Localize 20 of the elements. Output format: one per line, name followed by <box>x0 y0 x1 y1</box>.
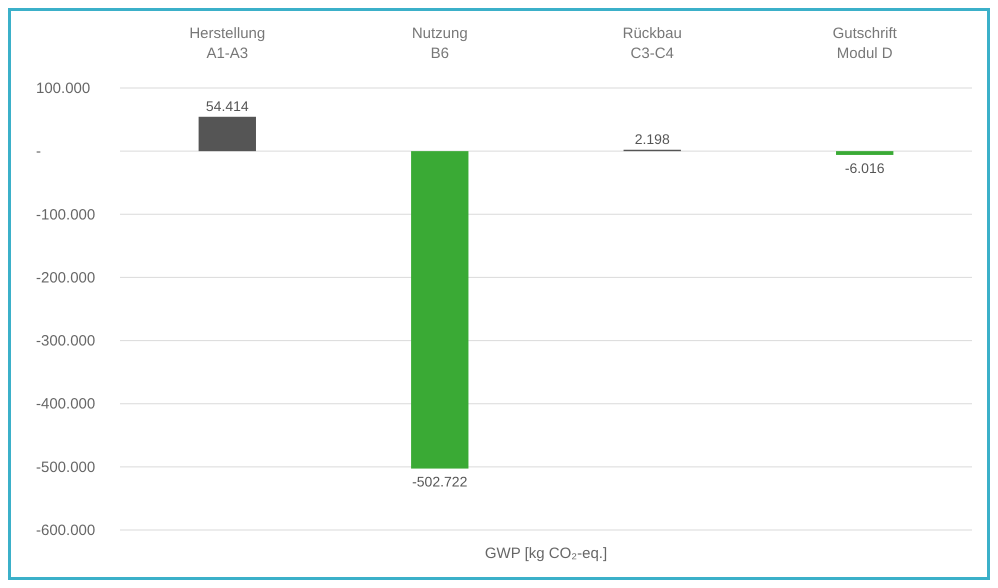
y-tick-label: -400.000 <box>36 396 96 413</box>
data-label: 54.414 <box>206 98 249 114</box>
y-tick-label: - <box>36 143 41 160</box>
y-tick-label: -500.000 <box>36 458 96 476</box>
y-tick-label: -100.000 <box>36 206 96 224</box>
bar <box>836 151 894 155</box>
bar <box>411 151 468 469</box>
y-tick-label: -300.000 <box>36 332 96 350</box>
data-label: -6.016 <box>844 160 885 176</box>
data-label: -502.722 <box>412 474 468 490</box>
y-tick-label: -600.000 <box>36 522 96 539</box>
x-tick-label: Nutzung B6 <box>412 25 468 62</box>
x-tick-label: Herstellung A1-A3 <box>189 25 266 62</box>
x-tick-label: Rückbau C3-C4 <box>622 25 682 62</box>
y-tick-label: -200.000 <box>36 269 96 286</box>
data-label: 2.198 <box>634 130 670 147</box>
x-axis-title: GWP [kg CO₂-eq.] <box>484 545 608 562</box>
y-tick-label: 100.000 <box>36 80 90 97</box>
x-tick-label: Gutschrift Modul D <box>832 25 898 62</box>
bar <box>198 116 256 152</box>
